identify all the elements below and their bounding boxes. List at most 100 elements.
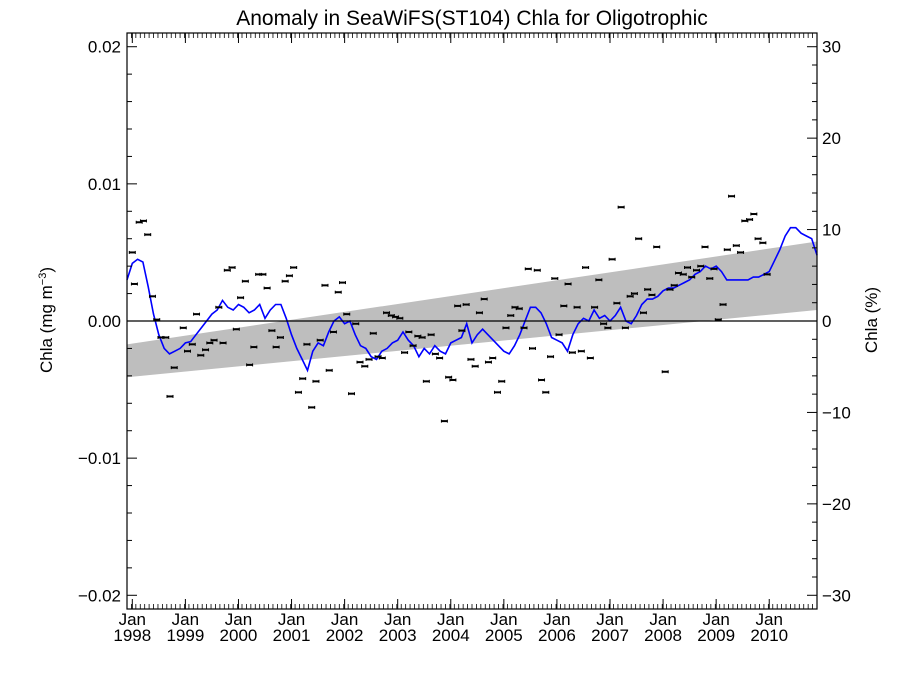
data-point bbox=[281, 279, 289, 283]
data-point bbox=[471, 364, 479, 368]
data-point bbox=[285, 274, 293, 278]
data-point bbox=[383, 311, 391, 315]
y-right-tick-label: 10 bbox=[822, 221, 841, 240]
x-tick-label: Jan bbox=[172, 610, 199, 629]
data-point bbox=[630, 292, 638, 296]
data-point bbox=[547, 355, 555, 359]
data-point bbox=[732, 244, 740, 248]
data-point bbox=[661, 370, 669, 374]
y-axis-label-right: Chla (%) bbox=[862, 287, 881, 353]
x-tick-label: Jan bbox=[596, 610, 623, 629]
data-point bbox=[431, 352, 439, 356]
x-tick-label: Jan bbox=[384, 610, 411, 629]
data-point bbox=[312, 379, 320, 383]
data-point bbox=[179, 326, 187, 330]
data-point bbox=[591, 305, 599, 309]
data-point bbox=[361, 364, 369, 368]
data-point bbox=[551, 276, 559, 280]
data-point bbox=[193, 312, 201, 316]
data-point bbox=[325, 368, 333, 372]
data-point bbox=[268, 329, 276, 333]
x-tick-label: 1999 bbox=[166, 626, 204, 645]
data-point bbox=[639, 311, 647, 315]
data-point bbox=[520, 326, 528, 330]
data-point bbox=[608, 257, 616, 261]
trend-band bbox=[127, 241, 817, 378]
data-point bbox=[449, 378, 457, 382]
x-tick-label: Jan bbox=[649, 610, 676, 629]
data-point bbox=[206, 341, 214, 345]
data-point bbox=[294, 390, 302, 394]
data-point bbox=[719, 303, 727, 307]
x-tick-label: 2003 bbox=[379, 626, 417, 645]
x-tick-label: 2002 bbox=[326, 626, 364, 645]
data-point bbox=[308, 405, 316, 409]
y-tick-label: 0.01 bbox=[88, 175, 121, 194]
data-point bbox=[568, 351, 576, 355]
data-point bbox=[746, 218, 754, 222]
data-point bbox=[683, 266, 691, 270]
data-point bbox=[237, 296, 245, 300]
data-point bbox=[299, 377, 307, 381]
data-point bbox=[130, 282, 138, 286]
data-point bbox=[401, 351, 409, 355]
data-point bbox=[409, 344, 417, 348]
y-right-tick-label: 20 bbox=[822, 129, 841, 148]
data-point bbox=[617, 205, 625, 209]
data-point bbox=[440, 419, 448, 423]
data-point bbox=[489, 356, 497, 360]
y-tick-label: −0.02 bbox=[78, 586, 121, 605]
x-tick-label: 2005 bbox=[485, 626, 523, 645]
data-point bbox=[348, 392, 356, 396]
data-point bbox=[648, 293, 656, 297]
data-point bbox=[246, 363, 254, 367]
data-point bbox=[679, 272, 687, 276]
data-point bbox=[454, 304, 462, 308]
data-point bbox=[538, 378, 546, 382]
data-point bbox=[338, 281, 346, 285]
data-point bbox=[250, 345, 258, 349]
data-point bbox=[666, 287, 674, 291]
data-point bbox=[303, 342, 311, 346]
x-tick-label: 2009 bbox=[697, 626, 735, 645]
data-point bbox=[369, 331, 377, 335]
x-tick-label: 2007 bbox=[591, 626, 629, 645]
data-point bbox=[458, 329, 466, 333]
x-tick-label: Jan bbox=[278, 610, 305, 629]
x-tick-label: 2006 bbox=[538, 626, 576, 645]
data-point bbox=[564, 282, 572, 286]
data-point bbox=[436, 356, 444, 360]
data-point bbox=[321, 283, 329, 287]
data-point bbox=[365, 357, 373, 361]
x-tick-label: 2010 bbox=[750, 626, 788, 645]
data-point bbox=[219, 341, 227, 345]
data-point bbox=[162, 335, 170, 339]
data-point bbox=[223, 268, 231, 272]
y-right-tick-label: −10 bbox=[822, 403, 851, 422]
data-point bbox=[210, 338, 218, 342]
data-point bbox=[272, 345, 280, 349]
data-point bbox=[533, 268, 541, 272]
y-right-tick-label: 0 bbox=[822, 312, 831, 331]
data-point bbox=[215, 305, 223, 309]
data-point bbox=[688, 275, 696, 279]
data-point bbox=[706, 276, 714, 280]
data-point bbox=[555, 333, 563, 337]
data-point bbox=[139, 219, 147, 223]
data-point bbox=[378, 356, 386, 360]
x-tick-label: Jan bbox=[225, 610, 252, 629]
data-point bbox=[621, 326, 629, 330]
data-point bbox=[670, 283, 678, 287]
data-point bbox=[560, 304, 568, 308]
data-point bbox=[750, 212, 758, 216]
x-tick-label: Jan bbox=[331, 610, 358, 629]
data-point bbox=[422, 379, 430, 383]
data-point bbox=[228, 266, 236, 270]
data-point bbox=[232, 327, 240, 331]
data-point bbox=[586, 356, 594, 360]
y-tick-label: 0.02 bbox=[88, 38, 121, 57]
x-tick-label: Jan bbox=[543, 610, 570, 629]
data-point bbox=[276, 335, 284, 339]
data-point bbox=[144, 233, 152, 237]
